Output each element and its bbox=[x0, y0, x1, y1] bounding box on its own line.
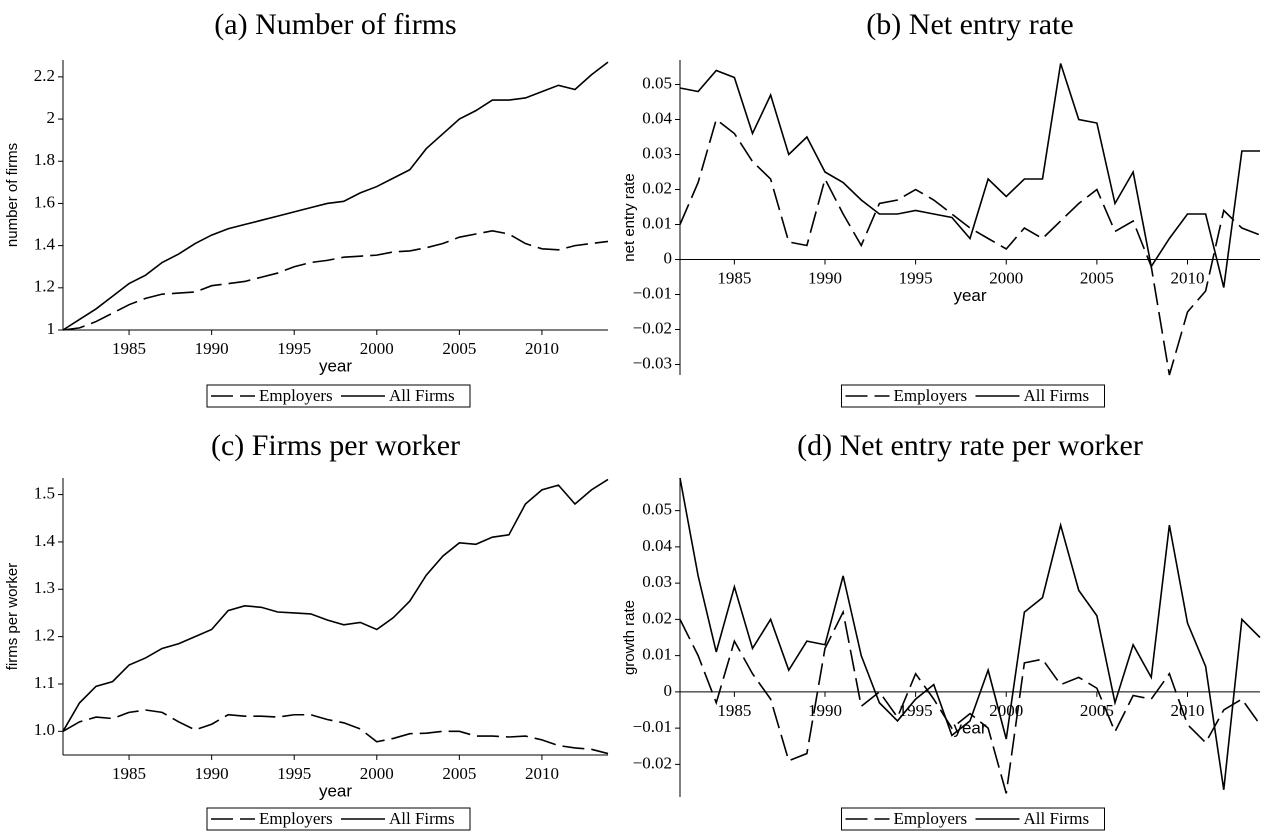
legend-box bbox=[206, 807, 471, 831]
y-tick-label: 0.01 bbox=[642, 645, 672, 664]
data-line bbox=[679, 609, 1261, 794]
x-tick-label: 1985 bbox=[717, 268, 751, 287]
x-axis-label: year bbox=[319, 356, 352, 375]
x-tick-label: 1990 bbox=[195, 764, 229, 783]
x-tick-label: 1990 bbox=[808, 268, 842, 287]
legend-box bbox=[841, 384, 1105, 408]
panel: (c) Firms per worker 1.0 1.1 1.2 1.3 1.4 1.5 19… bbox=[4, 429, 609, 831]
x-tick-label: 2010 bbox=[525, 764, 559, 783]
x-tick-label: 2000 bbox=[360, 339, 394, 358]
x-axis-label: year bbox=[953, 718, 986, 737]
x-tick-label: 2000 bbox=[989, 268, 1023, 287]
legend-label: Employers bbox=[259, 386, 333, 405]
data-line bbox=[62, 61, 609, 331]
y-tick-label: 1.0 bbox=[34, 720, 55, 739]
data-line bbox=[62, 709, 609, 755]
x-tick-label: 2000 bbox=[360, 764, 394, 783]
y-tick-label: −0.02 bbox=[633, 318, 672, 337]
y-axis-label: growth rate bbox=[621, 600, 638, 675]
y-tick-label: 0.03 bbox=[642, 143, 672, 162]
y-tick-label: 1.8 bbox=[34, 150, 55, 169]
y-tick-label: 1.4 bbox=[34, 235, 56, 254]
y-tick-label: 1.1 bbox=[34, 673, 55, 692]
x-tick-label: 2010 bbox=[1171, 701, 1205, 720]
y-tick-label: 1.2 bbox=[34, 626, 55, 645]
legend-label: Employers bbox=[894, 809, 968, 828]
y-tick-label: 2.2 bbox=[34, 66, 55, 85]
x-tick-label: 2005 bbox=[442, 764, 476, 783]
legend-box bbox=[841, 807, 1105, 831]
legend-label: All Firms bbox=[389, 386, 455, 405]
legend-label: All Firms bbox=[389, 809, 455, 828]
y-tick-label: 0.03 bbox=[642, 572, 672, 591]
y-tick-label: 1.3 bbox=[34, 578, 55, 597]
panel-title: (a) Number of firms bbox=[214, 8, 456, 41]
y-axis-label: net entry rate bbox=[621, 173, 638, 261]
panel-title: (d) Net entry rate per worker bbox=[797, 429, 1143, 462]
y-tick-label: 0.04 bbox=[642, 108, 672, 127]
x-axis-label: year bbox=[319, 781, 352, 800]
x-tick-label: 1990 bbox=[808, 701, 842, 720]
x-tick-label: 1995 bbox=[277, 339, 311, 358]
y-tick-label: 1.5 bbox=[34, 483, 55, 502]
legend-label: All Firms bbox=[1024, 809, 1090, 828]
data-line bbox=[62, 478, 609, 732]
data-line bbox=[679, 477, 1261, 790]
y-tick-label: 1.4 bbox=[34, 531, 56, 550]
x-tick-label: 1995 bbox=[899, 268, 933, 287]
panel: (a) Number of firms 1 1.2 1.4 1.6 1.8 2 2.2 1985… bbox=[4, 8, 609, 408]
legend-label: All Firms bbox=[1024, 386, 1090, 405]
y-tick-label: −0.02 bbox=[633, 753, 672, 772]
legend-label: Employers bbox=[894, 386, 968, 405]
x-tick-label: 1985 bbox=[112, 764, 146, 783]
x-tick-label: 1985 bbox=[717, 701, 751, 720]
x-tick-label: 1985 bbox=[112, 339, 146, 358]
y-tick-label: 0 bbox=[664, 248, 673, 267]
y-tick-label: 2 bbox=[47, 108, 56, 127]
x-tick-label: 2010 bbox=[1171, 268, 1205, 287]
data-line bbox=[679, 63, 1260, 288]
x-tick-label: 1995 bbox=[277, 764, 311, 783]
y-axis-label: number of firms bbox=[4, 143, 21, 247]
x-tick-label: 1995 bbox=[899, 701, 933, 720]
data-line bbox=[679, 118, 1261, 376]
y-tick-label: 0.05 bbox=[642, 500, 672, 519]
panel-title: (c) Firms per worker bbox=[211, 429, 460, 462]
x-tick-label: 2010 bbox=[525, 339, 559, 358]
y-tick-label: 1 bbox=[47, 319, 56, 338]
y-tick-label: 0.04 bbox=[642, 536, 672, 555]
y-tick-label: 1.2 bbox=[34, 277, 55, 296]
y-tick-label: 1.6 bbox=[34, 192, 55, 211]
panel: (d) Net entry rate per worker −0.02 −0.01 0… bbox=[621, 429, 1261, 831]
legend-label: Employers bbox=[259, 809, 333, 828]
panel-title: (b) Net entry rate bbox=[866, 8, 1073, 41]
y-tick-label: −0.01 bbox=[633, 283, 672, 302]
panel: (b) Net entry rate −0.03 −0.02 −0.01 0 0.01 0.… bbox=[621, 8, 1261, 408]
x-tick-label: 2005 bbox=[1080, 268, 1114, 287]
y-tick-label: 0.05 bbox=[642, 73, 672, 92]
legend-box bbox=[206, 384, 471, 408]
x-tick-label: 1990 bbox=[195, 339, 229, 358]
y-tick-label: 0.01 bbox=[642, 213, 672, 232]
x-tick-label: 2005 bbox=[1080, 701, 1114, 720]
y-tick-label: 0.02 bbox=[642, 608, 672, 627]
data-line bbox=[62, 230, 609, 331]
x-tick-label: 2005 bbox=[442, 339, 476, 358]
y-axis-label: firms per worker bbox=[4, 563, 21, 671]
y-tick-label: −0.03 bbox=[633, 353, 672, 372]
x-axis-label: year bbox=[953, 286, 986, 305]
y-tick-label: −0.01 bbox=[633, 717, 672, 736]
y-tick-label: 0 bbox=[664, 681, 673, 700]
y-tick-label: 0.02 bbox=[642, 178, 672, 197]
